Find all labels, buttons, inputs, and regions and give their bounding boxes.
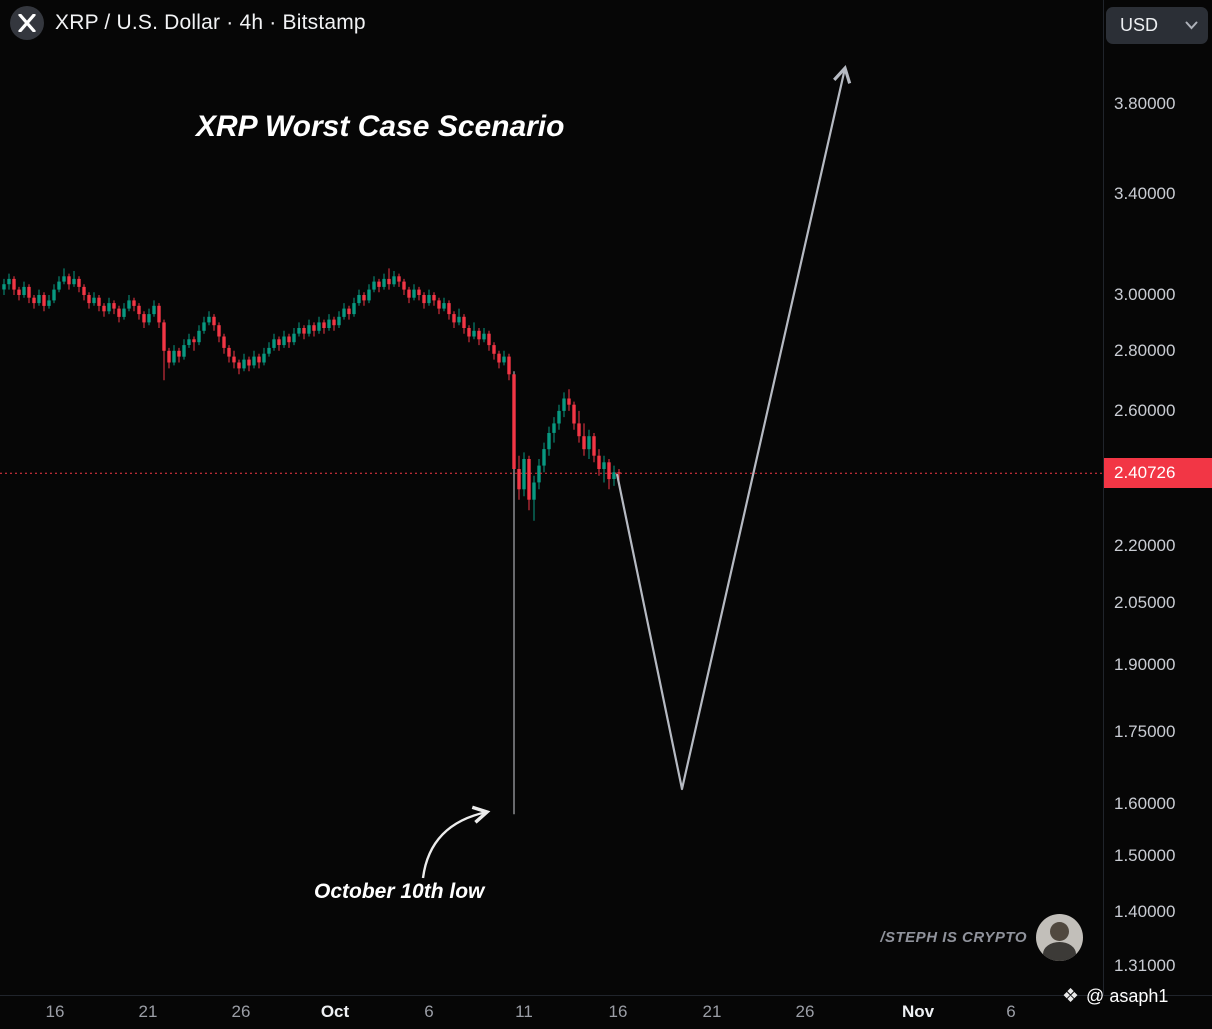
price-tick: 1.60000 bbox=[1114, 794, 1176, 813]
october-low-arrow bbox=[421, 805, 491, 879]
time-tick: 11 bbox=[515, 1002, 533, 1021]
price-tick: 3.00000 bbox=[1114, 285, 1176, 304]
candlestick-plot[interactable] bbox=[0, 0, 1103, 995]
time-tick: Oct bbox=[320, 1002, 350, 1021]
time-tick: 21 bbox=[702, 1002, 722, 1021]
credit-overlay: ❖ @ asaph1 bbox=[1062, 986, 1168, 1007]
last-price-label: 2.40726 bbox=[1104, 458, 1212, 488]
price-tick: 1.50000 bbox=[1114, 846, 1176, 865]
price-tick: 1.75000 bbox=[1114, 722, 1176, 741]
author-avatar bbox=[1036, 914, 1083, 961]
binance-diamond-icon: ❖ bbox=[1062, 986, 1080, 1007]
time-tick: 6 bbox=[1006, 1002, 1016, 1021]
currency-selector[interactable]: USD bbox=[1106, 7, 1208, 44]
watermark: /STEPH IS CRYPTO bbox=[880, 914, 1083, 961]
price-tick: 1.31000 bbox=[1114, 956, 1176, 975]
price-tick: 3.80000 bbox=[1114, 94, 1176, 113]
price-tick: 2.05000 bbox=[1114, 593, 1176, 612]
time-tick: 16 bbox=[45, 1002, 65, 1021]
xrp-x-logo-icon bbox=[10, 6, 44, 40]
time-tick: 6 bbox=[424, 1002, 434, 1021]
october-low-label: October 10th low bbox=[314, 880, 485, 903]
currency-selector-value: USD bbox=[1120, 15, 1159, 35]
time-tick: 26 bbox=[231, 1002, 251, 1021]
time-tick: 26 bbox=[795, 1002, 815, 1021]
watermark-text: /STEPH IS CRYPTO bbox=[880, 929, 1027, 946]
chevron-down-icon bbox=[1185, 17, 1198, 35]
price-tick: 2.60000 bbox=[1114, 401, 1176, 420]
time-axis[interactable]: 16 21 26 Oct 6 11 16 21 26 Nov 6 bbox=[0, 995, 1212, 1029]
candles-layer bbox=[2, 268, 621, 815]
price-tick: 1.90000 bbox=[1114, 655, 1176, 674]
price-tick: 2.80000 bbox=[1114, 341, 1176, 360]
time-tick: 16 bbox=[608, 1002, 628, 1021]
time-tick: Nov bbox=[901, 1002, 935, 1021]
scenario-title-annotation: XRP Worst Case Scenario bbox=[196, 110, 565, 143]
price-axis[interactable]: 3.80000 3.40000 3.00000 2.80000 2.60000 2.200… bbox=[1103, 0, 1212, 995]
time-tick: 21 bbox=[138, 1002, 158, 1021]
price-tick: 1.40000 bbox=[1114, 902, 1176, 921]
symbol-title: XRP / U.S. Dollar · 4h · Bitstamp bbox=[55, 11, 366, 34]
symbol-header[interactable]: XRP / U.S. Dollar · 4h · Bitstamp bbox=[10, 6, 366, 40]
worst-case-projection-line bbox=[615, 64, 852, 791]
price-tick: 2.20000 bbox=[1114, 536, 1176, 555]
price-tick: 3.40000 bbox=[1114, 184, 1176, 203]
price-chart-canvas[interactable]: XRP Worst Case Scenario October 10th low… bbox=[0, 0, 1103, 995]
credit-handle: @ asaph1 bbox=[1086, 986, 1169, 1006]
